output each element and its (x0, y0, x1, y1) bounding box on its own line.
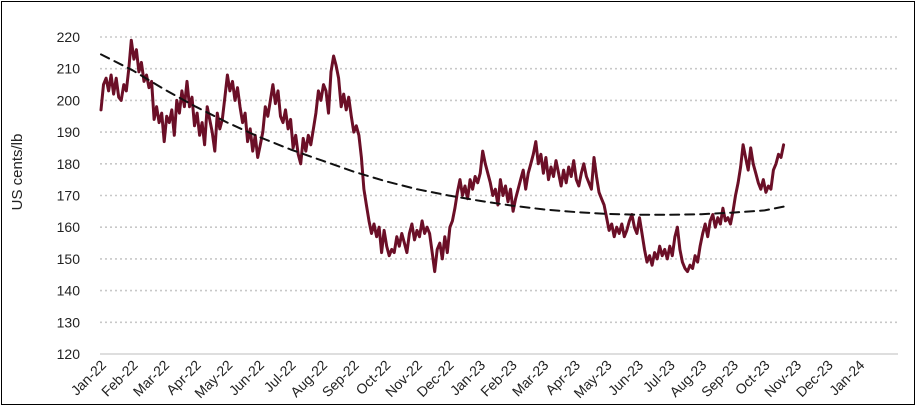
y-tick-label: 140 (57, 283, 81, 299)
y-tick-label: 160 (57, 219, 81, 235)
trend-line (100, 53, 785, 216)
x-tick-label: Jan-24 (826, 357, 868, 399)
y-tick-label: 170 (57, 188, 81, 204)
y-tick-label: 180 (57, 156, 81, 172)
x-tick-label: Mar-22 (130, 357, 173, 400)
y-tick-label: 150 (57, 251, 81, 267)
y-tick-label: 220 (57, 29, 81, 45)
y-tick-label: 190 (57, 124, 81, 140)
y-axis-label: US cents/lb (9, 134, 26, 211)
price-series-line (99, 38, 786, 274)
y-tick-label: 130 (57, 314, 81, 330)
y-tick-label: 210 (57, 61, 81, 77)
y-tick-label: 120 (57, 346, 81, 362)
x-tick-label: Jun-23 (605, 357, 647, 399)
y-tick-label: 200 (57, 92, 81, 108)
x-tick-label: Jun-22 (226, 357, 268, 399)
x-tick-label: Mar-23 (509, 357, 552, 400)
